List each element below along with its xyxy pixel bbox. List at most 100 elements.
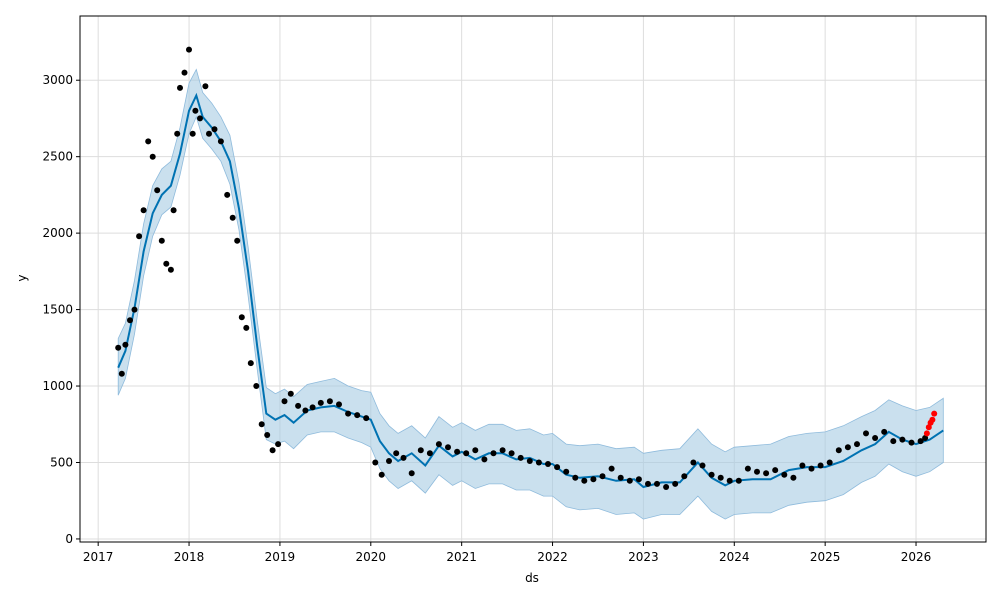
observed-point xyxy=(140,207,147,214)
observed-point xyxy=(481,456,488,463)
observed-point xyxy=(247,360,254,367)
recent-points xyxy=(923,410,938,437)
observed-point xyxy=(400,454,407,461)
observed-point xyxy=(295,402,302,409)
observed-point xyxy=(264,432,271,438)
recent-point xyxy=(931,410,938,417)
observed-point xyxy=(177,84,183,91)
observed-point xyxy=(799,462,806,469)
observed-point xyxy=(790,474,797,481)
x-tick-label: 2022 xyxy=(537,550,568,564)
observed-point xyxy=(386,458,392,464)
observed-point xyxy=(378,471,385,478)
observed-point xyxy=(224,191,231,198)
observed-point xyxy=(302,407,309,414)
observed-point xyxy=(835,447,842,454)
y-tick-label: 3000 xyxy=(42,73,73,87)
recent-point xyxy=(929,416,936,423)
observed-point xyxy=(317,399,324,406)
observed-point xyxy=(445,444,451,451)
observed-point xyxy=(890,438,897,445)
observed-point xyxy=(563,468,570,475)
observed-point xyxy=(863,430,869,437)
observed-point xyxy=(744,465,751,472)
observed-point xyxy=(281,398,288,405)
observed-point xyxy=(363,415,370,422)
observed-point xyxy=(726,477,733,484)
observed-point xyxy=(309,404,316,411)
observed-point xyxy=(163,260,170,267)
observed-point xyxy=(145,138,152,145)
observed-point xyxy=(345,410,352,417)
observed-point xyxy=(881,428,888,435)
x-tick-label: 2017 xyxy=(83,550,114,564)
observed-point xyxy=(581,477,588,484)
observed-point xyxy=(472,447,479,454)
observed-point xyxy=(118,370,125,377)
x-tick-label: 2025 xyxy=(810,550,841,564)
observed-point xyxy=(186,46,192,53)
observed-point xyxy=(217,138,224,145)
observed-point xyxy=(211,126,218,133)
observed-point xyxy=(681,473,688,480)
observed-point xyxy=(908,439,915,446)
observed-point xyxy=(127,317,133,324)
x-tick-label: 2018 xyxy=(174,550,205,564)
observed-point xyxy=(393,450,400,457)
observed-point xyxy=(917,438,924,445)
uncertainty-band xyxy=(117,68,944,520)
observed-point xyxy=(131,306,138,313)
observed-point xyxy=(154,187,161,194)
observed-point xyxy=(408,470,415,477)
observed-point xyxy=(149,153,156,160)
y-tick-label: 500 xyxy=(50,455,73,469)
observed-point xyxy=(275,441,282,448)
observed-point xyxy=(463,450,470,457)
x-axis-label: ds xyxy=(525,571,539,585)
observed-point xyxy=(854,441,860,448)
observed-point xyxy=(490,450,497,457)
observed-point xyxy=(763,470,770,477)
observed-points xyxy=(115,46,929,490)
observed-point xyxy=(499,447,506,454)
observed-point xyxy=(617,474,624,481)
observed-point xyxy=(243,324,250,331)
observed-point xyxy=(699,462,706,469)
observed-point xyxy=(287,390,294,397)
grid-lines xyxy=(80,16,986,542)
forecast-line xyxy=(117,92,944,489)
observed-point xyxy=(158,237,165,244)
plot-frame xyxy=(79,15,987,543)
observed-point xyxy=(844,444,851,451)
observed-point xyxy=(258,421,265,428)
observed-point xyxy=(635,476,642,483)
observed-point xyxy=(772,467,779,474)
x-tick-label: 2024 xyxy=(719,550,750,564)
observed-point xyxy=(526,458,533,464)
interval-band xyxy=(117,68,944,520)
observed-point xyxy=(663,484,670,490)
observed-point xyxy=(354,412,361,419)
observed-point xyxy=(690,459,697,466)
observed-point xyxy=(326,398,333,405)
observed-point xyxy=(535,459,542,466)
observed-point xyxy=(590,476,597,483)
observed-point xyxy=(417,447,424,454)
y-tick-label: 1500 xyxy=(42,303,73,317)
y-axis-ticks: 0 500 1000 1500 2000 2500 3000 xyxy=(42,73,80,546)
observed-point xyxy=(572,474,579,481)
x-tick-label: 2020 xyxy=(356,550,387,564)
observed-point xyxy=(115,344,122,351)
observed-point xyxy=(426,450,433,457)
observed-point xyxy=(269,447,276,454)
observed-point xyxy=(717,474,724,481)
observed-point xyxy=(645,480,651,487)
observed-point xyxy=(253,383,260,389)
observed-point xyxy=(708,471,715,478)
observed-point xyxy=(167,266,174,273)
y-axis-label: y xyxy=(15,274,29,281)
observed-point xyxy=(626,477,633,484)
observed-point xyxy=(454,448,461,455)
yhat-line xyxy=(117,92,944,489)
x-tick-label: 2026 xyxy=(901,550,932,564)
